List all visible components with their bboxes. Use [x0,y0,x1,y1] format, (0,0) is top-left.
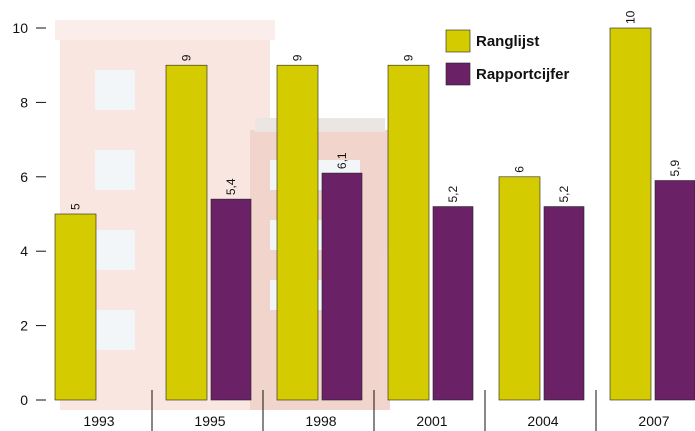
y-tick-label: 6 [20,169,28,185]
value-label: 5 [69,203,83,210]
value-label: 5,2 [557,186,571,203]
chart: 0 2 4 6 8 10 1993 5 1995 9 5,4 1998 9 6,1 2001 9 5,2 2004… [0,0,695,431]
bar [388,65,429,400]
x-tick-label: 2007 [638,413,669,429]
bar [211,199,251,400]
legend-swatch [446,30,470,52]
x-tick-label: 1993 [83,413,114,429]
y-tick-label: 4 [20,243,28,259]
value-label: 6,1 [335,152,349,169]
x-tick-label: 1998 [305,413,336,429]
value-label: 5,9 [668,160,682,177]
x-tick-label: 2001 [416,413,447,429]
bar [433,207,473,400]
bar [55,214,96,400]
value-label: 5,4 [224,178,238,195]
value-label: 9 [180,54,194,61]
bar [544,207,584,400]
bar [166,65,207,400]
bar [610,28,651,400]
y-tick-label: 0 [20,392,28,408]
x-tick-label: 1995 [194,413,225,429]
value-label: 10 [624,10,638,24]
y-tick-label: 2 [20,318,28,334]
bar [655,181,695,400]
x-tick-label: 2004 [527,413,558,429]
value-label: 9 [402,54,416,61]
value-label: 9 [291,54,305,61]
legend-label: Ranglijst [476,33,539,50]
bar [277,65,318,400]
y-tick-label: 8 [20,94,28,110]
value-label: 6 [513,166,527,173]
value-label: 5,2 [446,186,460,203]
bar [322,173,362,400]
bar [499,177,540,400]
legend-swatch [446,63,470,85]
legend-label: Rapportcijfer [476,66,570,83]
y-tick-label: 10 [12,20,28,36]
